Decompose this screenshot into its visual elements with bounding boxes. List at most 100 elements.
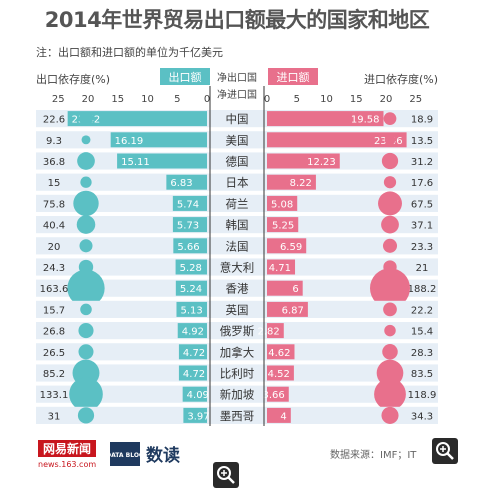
category-label: 中国 bbox=[226, 112, 249, 126]
import-dependency-bubble bbox=[383, 112, 397, 125]
export-bar-label: 5.73 bbox=[177, 221, 199, 232]
row-background bbox=[36, 258, 438, 276]
import-dependency-bubble bbox=[381, 406, 399, 424]
export-bar bbox=[177, 323, 207, 339]
category-label: 比利时 bbox=[220, 367, 255, 381]
netease-logo: 网易新闻 news.163.com DATA BLOG 数读 bbox=[38, 440, 208, 474]
import-dependency-value: 18.9 bbox=[411, 115, 433, 126]
zoom-button[interactable] bbox=[213, 462, 239, 488]
export-tick-label: 25 bbox=[52, 94, 65, 105]
import-dependency-value: 37.1 bbox=[411, 221, 433, 232]
export-dependency-bubble bbox=[80, 176, 92, 188]
row-background bbox=[36, 194, 438, 212]
export-bar bbox=[173, 238, 207, 254]
import-dependency-value: 188.2 bbox=[408, 284, 437, 295]
import-tick-label: 20 bbox=[380, 94, 393, 105]
export-dependency-bubble bbox=[78, 323, 94, 339]
export-bar bbox=[182, 386, 207, 402]
export-dependency-value: 40.4 bbox=[43, 221, 65, 232]
export-bar-label: 6.83 bbox=[170, 178, 192, 189]
export-bar-label: 5.66 bbox=[177, 242, 199, 253]
magnifier-icon bbox=[436, 442, 454, 460]
import-dependency-value: 28.3 bbox=[411, 348, 433, 359]
export-bar-label: 15.11 bbox=[121, 157, 150, 168]
export-dependency-value: 163.6 bbox=[40, 284, 69, 295]
import-dependency-bubble bbox=[383, 176, 397, 189]
export-dependency-value: 85.2 bbox=[43, 369, 65, 380]
import-bar bbox=[267, 407, 291, 423]
import-dependency-value: 23.3 bbox=[411, 242, 433, 253]
export-bar-label: 5.28 bbox=[180, 263, 202, 274]
import-dependency-bubble bbox=[376, 359, 404, 387]
magnifier-icon bbox=[217, 466, 235, 484]
category-label: 英国 bbox=[226, 303, 249, 317]
import-dependency-bubble bbox=[378, 191, 402, 216]
export-bar bbox=[183, 407, 207, 423]
row-background bbox=[36, 364, 438, 382]
category-label: 德国 bbox=[226, 155, 249, 169]
category-label: 法国 bbox=[226, 239, 249, 253]
import-bar bbox=[267, 132, 407, 148]
export-dependency-bubble bbox=[77, 407, 95, 424]
import-bar bbox=[267, 195, 298, 211]
import-bar-label: 4 bbox=[280, 411, 286, 422]
export-bar bbox=[172, 195, 207, 211]
import-bar-label: 6 bbox=[292, 284, 298, 295]
export-bar-label: 4.92 bbox=[182, 327, 204, 338]
export-tick-label: 15 bbox=[111, 94, 124, 105]
import-tick-label: 0 bbox=[264, 94, 270, 105]
import-dependency-value: 118.9 bbox=[408, 390, 437, 401]
import-dependency-value: 15.4 bbox=[411, 327, 433, 338]
import-bar-label: 4.52 bbox=[268, 369, 290, 380]
export-bar-label: 16.19 bbox=[115, 136, 144, 147]
category-label: 美国 bbox=[226, 133, 249, 147]
import-header-box bbox=[268, 68, 318, 85]
import-bar bbox=[267, 280, 303, 296]
export-dependency-bubble bbox=[69, 377, 103, 412]
import-tick-label: 15 bbox=[350, 94, 363, 105]
row-background bbox=[36, 173, 438, 191]
net-importer-label: 净进口国 bbox=[217, 88, 257, 101]
import-dependency-bubble bbox=[374, 378, 406, 411]
import-bar-label: 4.62 bbox=[268, 348, 290, 359]
export-dependency-bubble bbox=[79, 111, 93, 126]
infographic-card: 2014年世界贸易出口额最大的国家和地区 注：出口额和进口额的单位为千亿美元 出… bbox=[28, 4, 446, 474]
export-dependency-value: 22.6 bbox=[43, 115, 65, 126]
import-bar bbox=[267, 365, 294, 381]
row-background bbox=[36, 385, 438, 403]
import-dependency-bubble bbox=[382, 238, 398, 253]
import-dependency-bubble bbox=[384, 134, 396, 146]
row-background bbox=[36, 343, 438, 361]
export-bar-label: 4.09 bbox=[187, 390, 209, 401]
import-bar bbox=[267, 344, 295, 360]
import-bar bbox=[267, 386, 289, 402]
import-dependency-header: 进口依存度(%) bbox=[364, 72, 438, 86]
export-bar bbox=[178, 365, 207, 381]
export-bar-label: 5.24 bbox=[180, 284, 202, 295]
export-dependency-value: 26.8 bbox=[43, 327, 65, 338]
export-dependency-bubble bbox=[81, 135, 91, 145]
import-bar-label: 8.22 bbox=[290, 178, 312, 189]
import-dependency-value: 67.5 bbox=[411, 199, 433, 210]
import-bar-label: 6.59 bbox=[280, 242, 302, 253]
export-bar bbox=[117, 153, 207, 169]
export-dependency-value: 133.1 bbox=[40, 390, 69, 401]
export-dependency-bubble bbox=[67, 269, 105, 307]
export-dependency-value: 15.7 bbox=[43, 305, 65, 316]
zoom-button[interactable] bbox=[432, 438, 458, 464]
import-dependency-bubble bbox=[381, 215, 399, 234]
import-bar-label: 12.23 bbox=[307, 157, 336, 168]
export-tick-label: 0 bbox=[204, 94, 210, 105]
import-bar-label: 5.08 bbox=[271, 199, 293, 210]
category-label: 香港 bbox=[226, 282, 249, 296]
logo-name: 网易新闻 bbox=[43, 441, 91, 456]
export-dependency-value: 26.5 bbox=[43, 348, 65, 359]
export-header-box bbox=[160, 68, 210, 85]
export-bar bbox=[110, 132, 207, 148]
import-dependency-value: 13.5 bbox=[411, 136, 433, 147]
import-tick-label: 10 bbox=[320, 94, 333, 105]
import-bar-label: 3.66 bbox=[263, 390, 285, 401]
logo-brand: 数读 bbox=[146, 445, 180, 466]
import-bar bbox=[267, 153, 340, 169]
